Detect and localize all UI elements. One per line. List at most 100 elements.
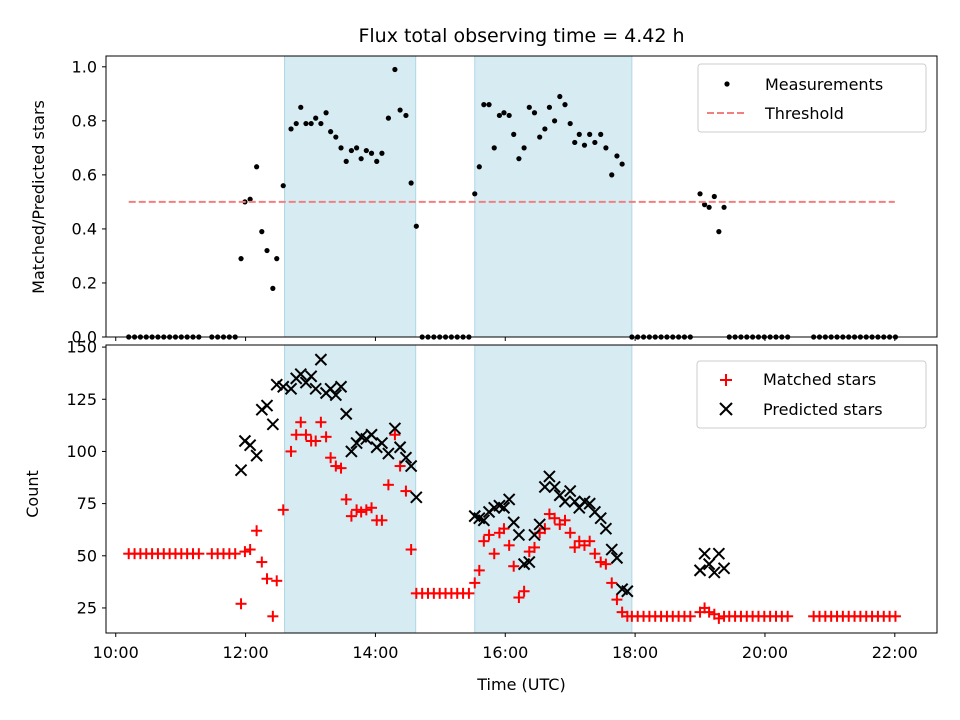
predicted-stars-point	[375, 436, 389, 450]
measurement-point	[363, 147, 369, 154]
matched-stars-point	[193, 548, 205, 560]
matched-stars-point	[584, 535, 596, 547]
predicted-stars-point	[502, 493, 516, 506]
top-axes-frame	[105, 55, 938, 338]
top-ytick-label: 0.4	[72, 219, 97, 238]
top-highlight-span-1	[474, 55, 633, 338]
legend-measurements-marker	[724, 81, 730, 87]
predicted-stars-point	[583, 497, 596, 510]
measurement-point	[619, 161, 625, 167]
predicted-stars-point	[350, 436, 363, 450]
matched-stars-point	[606, 577, 618, 589]
measurement-point	[516, 156, 522, 162]
top-panel: 0.0 0.2 0.4 0.6 0.8 1.0 Flux total observing …	[29, 25, 938, 347]
measurement-point	[385, 115, 392, 121]
measurement-point	[521, 145, 527, 151]
measurement-point	[486, 102, 492, 108]
measurement-point	[546, 104, 553, 110]
xtick-label: 20:00	[742, 643, 788, 662]
top-y-axis-label: Matched/Predicted stars	[29, 100, 48, 294]
predicted-stars-point	[243, 438, 257, 452]
measurement-point	[592, 139, 598, 146]
bottom-legend-box	[696, 360, 927, 429]
predicted-stars-point	[365, 428, 378, 441]
top-chart-title: Flux total observing time = 4.42 h	[358, 25, 684, 47]
measurement-point	[697, 191, 703, 197]
measurement-point	[280, 183, 286, 189]
matched-stars-point	[508, 560, 520, 572]
predicted-stars-point	[543, 470, 556, 483]
predicted-stars-point	[712, 547, 726, 560]
measurement-point	[501, 110, 507, 116]
predicted-stars-point	[284, 382, 298, 396]
top-ytick-label: 0.2	[72, 273, 97, 292]
predicted-stars-point	[250, 449, 263, 462]
measurement-point	[247, 196, 253, 202]
measurement-point	[403, 112, 409, 119]
xtick-label: 12:00	[223, 643, 269, 662]
predicted-stars-point	[708, 566, 721, 579]
predicted-stars-point	[393, 441, 407, 454]
measurement-point	[368, 150, 375, 156]
measurement-point	[481, 102, 487, 108]
measurement-point	[274, 256, 280, 262]
matched-stars-point	[340, 493, 352, 505]
measurement-point	[328, 129, 334, 135]
measurement-point	[476, 164, 482, 170]
measurement-point	[581, 142, 588, 148]
matched-stars-point	[405, 544, 417, 556]
predicted-stars-point	[329, 388, 343, 402]
matched-stars-point	[360, 504, 372, 516]
predicted-stars-point	[277, 380, 290, 393]
measurement-point	[557, 93, 563, 100]
matched-stars-point	[229, 548, 241, 560]
measurement-point	[358, 156, 364, 162]
matched-stars-point	[400, 485, 412, 497]
measurement-point	[711, 193, 717, 200]
predicted-stars-point	[404, 459, 418, 473]
matched-stars-point	[463, 587, 475, 599]
measurement-point	[572, 139, 578, 146]
top-legend-box	[697, 63, 927, 133]
matched-stars-point	[271, 575, 283, 587]
measurement-point	[270, 285, 276, 291]
matched-stars-point	[782, 610, 794, 622]
predicted-stars-point	[477, 514, 491, 527]
predicted-stars-point	[340, 407, 353, 421]
measurement-point	[537, 134, 543, 140]
matched-stars-point	[256, 556, 268, 568]
predicted-stars-point	[410, 491, 423, 504]
bot-highlight-span-0	[284, 344, 417, 634]
measurement-point	[701, 202, 708, 208]
legend-matched-marker	[720, 374, 732, 386]
measurement-point	[397, 107, 403, 113]
measurement-point	[308, 120, 314, 127]
predicted-stars-point	[345, 445, 358, 458]
measurement-point	[313, 115, 319, 121]
matched-stars-point	[559, 514, 571, 526]
measurement-point	[603, 145, 609, 151]
legend-predicted-label: Predicted stars	[763, 400, 883, 419]
measurement-point	[353, 145, 360, 151]
bot-ytick-label: 150	[66, 338, 97, 357]
measurement-point	[598, 131, 604, 137]
matched-stars-point	[518, 585, 530, 597]
matched-stars-point	[569, 541, 581, 553]
matched-stars-point	[389, 429, 401, 441]
predicted-stars-point	[528, 528, 541, 542]
measurement-point	[333, 134, 339, 140]
matched-stars-point	[589, 548, 601, 560]
predicted-stars-point	[234, 464, 248, 477]
predicted-stars-point	[698, 547, 711, 560]
matched-stars-point	[320, 431, 332, 443]
predicted-stars-point	[512, 528, 526, 542]
matched-stars-point	[473, 564, 485, 576]
predicted-stars-point	[497, 501, 511, 514]
top-ytick-label: 0.6	[72, 165, 97, 184]
predicted-stars-point	[610, 551, 624, 565]
predicted-stars-point	[558, 495, 572, 508]
predicted-stars-point	[334, 380, 348, 393]
predicted-stars-point	[621, 585, 634, 598]
predicted-stars-point	[538, 480, 552, 494]
